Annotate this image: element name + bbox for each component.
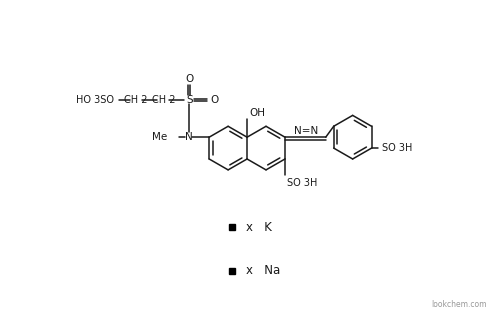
Text: lookchem.com: lookchem.com <box>431 300 486 309</box>
Text: x   Na: x Na <box>246 264 280 277</box>
Text: SO 3H: SO 3H <box>382 143 412 153</box>
Text: Me: Me <box>152 132 168 142</box>
Text: CH 2: CH 2 <box>124 94 148 105</box>
Text: S: S <box>186 94 192 105</box>
Text: SO 3H: SO 3H <box>287 178 318 188</box>
Text: N: N <box>186 132 193 142</box>
Text: O: O <box>185 74 194 84</box>
Text: O: O <box>210 94 218 105</box>
Text: N=N: N=N <box>294 126 318 136</box>
Text: CH 2: CH 2 <box>152 94 175 105</box>
Text: x   K: x K <box>246 221 272 234</box>
Text: OH: OH <box>249 108 265 118</box>
Text: HO 3SO: HO 3SO <box>76 94 114 105</box>
